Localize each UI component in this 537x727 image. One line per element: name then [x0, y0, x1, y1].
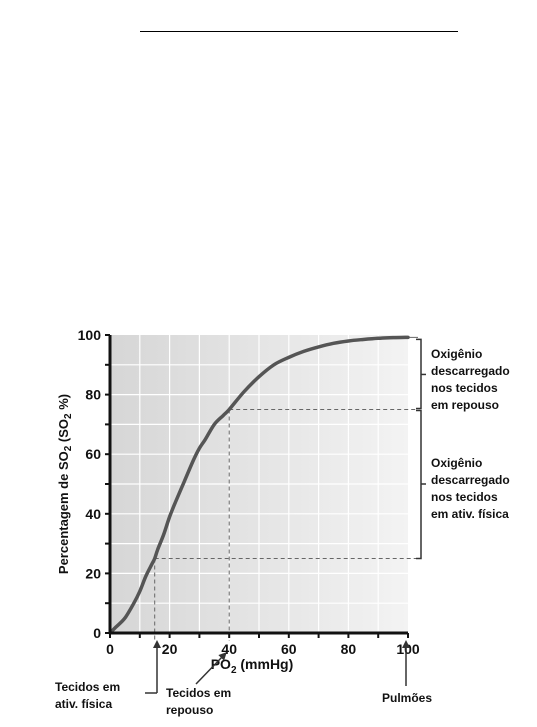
x-tick-label: 20: [162, 641, 178, 657]
x-tick-label: 80: [341, 641, 357, 657]
lungs-label: Pulmões: [382, 691, 432, 705]
annotation-line: descarregado: [431, 364, 510, 378]
annotation-line: Tecidos em: [55, 680, 120, 694]
annotation-line: repouso: [166, 703, 213, 717]
x-tick-labels: 0 20 40 60 80 100: [106, 641, 420, 657]
annotation-line: Pulmões: [382, 691, 432, 705]
resting-oxygen-annotation: Oxigênio descarregado nos tecidos em rep…: [431, 347, 510, 412]
annotation-line: Tecidos em: [166, 686, 231, 700]
annotation-line: em ativ. física: [431, 507, 509, 521]
y-tick-label: 40: [85, 506, 101, 522]
x-tick-label: 100: [396, 641, 420, 657]
x-tick-label: 60: [281, 641, 297, 657]
exercise-oxygen-annotation: Oxigênio descarregado nos tecidos em ati…: [431, 456, 510, 521]
resting-arrow: [195, 652, 227, 685]
top-rule-line: [140, 31, 458, 32]
annotation-line: nos tecidos: [431, 381, 498, 395]
x-axis-label: PO2 (mmHg): [211, 656, 294, 676]
annotation-arrows: [145, 640, 410, 694]
annotation-line: Oxigênio: [431, 347, 482, 361]
bracket: [416, 338, 422, 410]
y-tick-label: 60: [85, 446, 101, 462]
reference-lines: [154, 336, 418, 641]
annotation-line: Oxigênio: [431, 456, 482, 470]
exercise-tissue-label: Tecidos em ativ. física: [55, 680, 120, 711]
annotation-line: ativ. física: [55, 697, 112, 711]
axes: [105, 334, 409, 638]
dissociation-curve: [108, 335, 410, 635]
bracket: [416, 409, 422, 560]
y-tick-label: 100: [78, 327, 102, 343]
annotation-line: descarregado: [431, 473, 510, 487]
y-tick-label: 0: [93, 625, 101, 641]
y-tick-labels: 0 20 40 60 80 100: [78, 327, 102, 641]
annotation-line: nos tecidos: [431, 490, 498, 504]
grid-lines: [110, 335, 408, 633]
y-tick-label: 80: [85, 387, 101, 403]
x-tick-label: 0: [106, 641, 114, 657]
x-tick-label: 40: [221, 641, 237, 657]
annotation-line: em repouso: [431, 398, 499, 412]
y-tick-label: 20: [85, 565, 101, 581]
brackets: [416, 338, 426, 560]
y-axis-label: Percentagem de SO2 (SO2 %): [56, 394, 74, 574]
resting-tissue-label: Tecidos em repouso: [166, 686, 231, 717]
